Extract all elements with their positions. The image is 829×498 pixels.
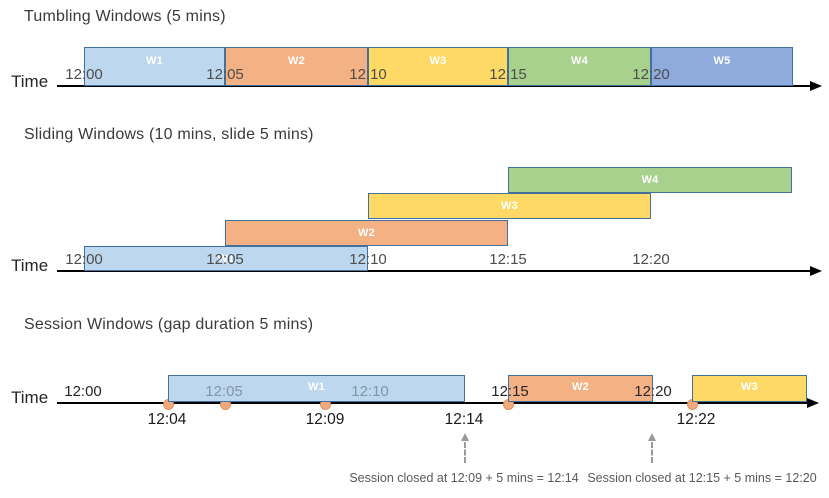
window-label: W3 <box>429 55 447 67</box>
tick-label-session-12-15: 12:15 <box>491 383 529 400</box>
window-label: W4 <box>570 55 589 67</box>
window-box-sliding-w2: W2 <box>225 220 508 246</box>
tumbling-time-axis-label: Time <box>11 72 49 91</box>
session-title: Session Windows (gap duration 5 mins) <box>24 316 314 333</box>
tumbling-title: Tumbling Windows (5 mins) <box>24 8 226 25</box>
window-label: W2 <box>571 381 590 393</box>
window-box-tumbling-w5: W5 <box>651 47 793 86</box>
tick-label-session-12-00: 12:00 <box>64 383 102 400</box>
window-box-tumbling-w2: W2 <box>225 47 368 86</box>
tick-label-sliding-12-15: 12:15 <box>489 251 527 268</box>
session-close-arrowhead-icon <box>647 433 656 441</box>
event-time-label-12-04: 12:04 <box>147 411 187 428</box>
tick-label-tumbling-12-05: 12:05 <box>206 66 244 83</box>
sliding-axis-arrowhead-icon <box>810 265 822 276</box>
window-box-tumbling-w1: W1 <box>84 47 225 86</box>
tick-label-tumbling-12-20: 12:20 <box>632 66 670 83</box>
event-time-label-12-14: 12:14 <box>444 411 484 428</box>
window-label: W3 <box>740 381 759 393</box>
window-label: W4 <box>641 174 659 186</box>
tick-label-session-12-20: 12:20 <box>634 383 672 400</box>
window-label: W3 <box>500 200 519 212</box>
session-axis-arrowhead-icon <box>807 397 819 408</box>
sliding-time-axis-label: Time <box>11 256 49 275</box>
session-time-axis-line <box>57 402 807 404</box>
tumbling-time-axis-line <box>57 85 810 87</box>
session-close-arrowhead-icon <box>460 433 469 441</box>
tick-label-sliding-12-10: 12:10 <box>349 251 387 268</box>
window-box-sliding-w4: W4 <box>508 167 792 193</box>
tick-label-sliding-12-00: 12:00 <box>65 251 103 268</box>
window-label: W5 <box>713 55 731 67</box>
event-time-label-12-22: 12:22 <box>676 411 716 428</box>
window-box-session-w1: W1 <box>168 375 465 402</box>
window-box-sliding-w3: W3 <box>368 193 651 219</box>
window-box-tumbling-w3: W3 <box>368 47 508 86</box>
session-close-note: Session closed at 12:15 + 5 mins = 12:20 <box>587 471 817 485</box>
tick-label-tumbling-12-00: 12:00 <box>65 66 103 83</box>
session-close-arrow-line <box>651 442 653 463</box>
window-label: W1 <box>217 253 235 265</box>
tick-label-tumbling-12-15: 12:15 <box>489 66 527 83</box>
tick-label-sliding-12-05: 12:05 <box>206 251 244 268</box>
sliding-title: Sliding Windows (10 mins, slide 5 mins) <box>24 126 314 143</box>
window-label: W1 <box>145 55 164 67</box>
window-label: W1 <box>307 381 326 393</box>
window-box-sliding-w1: W1 <box>84 246 368 271</box>
tumbling-axis-arrowhead-icon <box>810 80 822 91</box>
event-time-label-12-09: 12:09 <box>305 411 345 428</box>
tick-label-session-12-05: 12:05 <box>205 383 243 400</box>
window-box-session-w2: W2 <box>508 375 653 402</box>
session-close-note: Session closed at 12:09 + 5 mins = 12:14 <box>349 471 579 485</box>
tick-label-sliding-12-20: 12:20 <box>632 251 670 268</box>
window-box-session-w3: W3 <box>692 375 807 402</box>
window-label: W2 <box>357 227 376 239</box>
window-box-tumbling-w4: W4 <box>508 47 651 86</box>
window-label: W2 <box>287 55 306 67</box>
session-time-axis-label: Time <box>11 388 49 407</box>
tick-label-tumbling-12-10: 12:10 <box>349 66 387 83</box>
session-close-arrow-line <box>464 442 466 463</box>
tick-label-session-12-10: 12:10 <box>351 383 389 400</box>
sliding-time-axis-line <box>57 270 810 272</box>
